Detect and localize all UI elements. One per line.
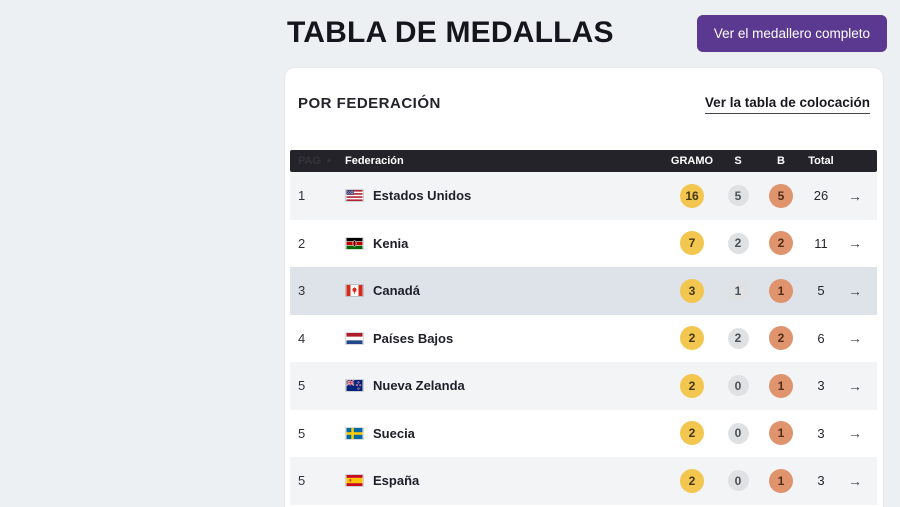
federation-cell: Nueva Zelanda xyxy=(342,378,669,393)
silver-count-badge: 2 xyxy=(727,327,749,349)
placement-table-link[interactable]: Ver la tabla de colocación xyxy=(704,95,870,114)
total-count: 3 xyxy=(817,473,825,489)
federation-medal-card: POR FEDERACIÓN Ver la tabla de colocació… xyxy=(285,68,883,507)
medal-table: PAG ▴ Federación GRAMO S B Total 1 Estad… xyxy=(290,150,877,505)
silver-column-header: S xyxy=(734,155,742,167)
total-count: 3 xyxy=(817,425,825,441)
bronze-count-badge: 1 xyxy=(769,373,793,398)
gold-count-badge: 3 xyxy=(680,278,704,303)
silver-count-badge: 0 xyxy=(727,470,749,492)
country-name: Canadá xyxy=(373,283,420,299)
bronze-count-badge: 2 xyxy=(769,231,793,256)
total-count: 3 xyxy=(817,378,825,394)
row-arrow-icon[interactable]: → xyxy=(848,282,862,299)
table-row[interactable]: 2 Kenia 7 2 2 11 → xyxy=(290,220,877,268)
bronze-count-badge: 1 xyxy=(769,421,793,446)
total-count: 11 xyxy=(814,235,828,251)
federation-cell: Países Bajos xyxy=(342,331,669,346)
country-name: Nueva Zelanda xyxy=(373,378,465,394)
table-row[interactable]: 5 Nueva Zelanda 2 0 1 3 → xyxy=(290,362,877,410)
row-arrow-icon[interactable]: → xyxy=(848,377,862,394)
country-name: España xyxy=(373,473,420,489)
flag-suecia-icon xyxy=(345,426,364,440)
total-count: 5 xyxy=(817,283,825,299)
view-full-medal-table-button[interactable]: Ver el medallero completo xyxy=(696,14,887,52)
silver-count-badge: 0 xyxy=(727,422,749,444)
row-arrow-icon[interactable]: → xyxy=(848,425,862,442)
rank-cell: 3 xyxy=(298,283,306,299)
federation-cell: Suecia xyxy=(342,426,669,441)
flag-nueva-zelanda-icon xyxy=(345,379,364,393)
table-row[interactable]: 1 Estados Unidos 16 5 5 26 → xyxy=(290,172,877,220)
silver-count-badge: 5 xyxy=(727,185,749,207)
bronze-count-badge: 1 xyxy=(769,468,793,493)
flag-kenia-icon xyxy=(345,236,364,250)
total-column-header: Total xyxy=(808,155,834,167)
flag-paises-bajos-icon xyxy=(345,331,364,345)
rank-header-label: PAG xyxy=(298,155,322,167)
row-arrow-icon[interactable]: → xyxy=(848,330,862,347)
rank-cell: 4 xyxy=(298,330,306,346)
federation-cell: Canadá xyxy=(342,283,669,298)
row-arrow-icon[interactable]: → xyxy=(848,187,862,204)
country-name: Suecia xyxy=(373,425,415,441)
bronze-count-badge: 2 xyxy=(769,326,793,351)
gold-count-badge: 7 xyxy=(680,231,704,256)
federation-cell: Estados Unidos xyxy=(342,188,669,203)
rank-cell: 5 xyxy=(298,473,306,489)
country-name: Países Bajos xyxy=(373,330,454,346)
total-count: 26 xyxy=(813,188,829,204)
rank-cell: 1 xyxy=(298,188,306,204)
flag-estados-unidos-icon xyxy=(345,189,364,203)
flag-canada-icon xyxy=(345,284,364,298)
gold-count-badge: 2 xyxy=(680,373,704,398)
country-name: Kenia xyxy=(373,235,409,251)
silver-count-badge: 0 xyxy=(727,375,749,397)
table-row[interactable]: 5 España 2 0 1 3 → xyxy=(290,457,877,505)
row-arrow-icon[interactable]: → xyxy=(848,235,862,252)
bronze-count-badge: 5 xyxy=(769,183,793,208)
rank-cell: 5 xyxy=(298,378,306,394)
total-count: 6 xyxy=(817,330,825,346)
silver-count-badge: 2 xyxy=(727,232,749,254)
federation-column-header: Federación xyxy=(345,155,404,167)
table-row[interactable]: 3 Canadá 3 1 1 5 → xyxy=(290,267,877,315)
table-row[interactable]: 4 Países Bajos 2 2 2 6 → xyxy=(290,315,877,363)
silver-count-badge: 1 xyxy=(727,280,749,302)
federation-cell: Kenia xyxy=(342,236,669,251)
row-arrow-icon[interactable]: → xyxy=(848,472,862,489)
rank-cell: 5 xyxy=(298,425,306,441)
bronze-count-badge: 1 xyxy=(769,278,793,303)
rank-column-header[interactable]: PAG ▴ xyxy=(290,155,342,167)
gold-count-badge: 16 xyxy=(680,183,704,208)
country-name: Estados Unidos xyxy=(373,188,472,204)
table-body: 1 Estados Unidos 16 5 5 26 → 2 Kenia 7 2… xyxy=(290,172,877,505)
sort-asc-icon: ▴ xyxy=(327,155,332,164)
federation-cell: España xyxy=(342,473,669,488)
gold-count-badge: 2 xyxy=(680,326,704,351)
gold-count-badge: 2 xyxy=(680,421,704,446)
page-header: TABLA DE MEDALLAS Ver el medallero compl… xyxy=(287,14,887,52)
table-row[interactable]: 5 Suecia 2 0 1 3 → xyxy=(290,410,877,458)
gold-column-header: GRAMO xyxy=(670,155,714,167)
gold-count-badge: 2 xyxy=(680,468,704,493)
section-title: POR FEDERACIÓN xyxy=(298,95,441,112)
table-header-row: PAG ▴ Federación GRAMO S B Total xyxy=(290,150,877,172)
page-title: TABLA DE MEDALLAS xyxy=(287,16,614,49)
bronze-column-header: B xyxy=(777,155,785,167)
card-header: POR FEDERACIÓN Ver la tabla de colocació… xyxy=(285,68,883,114)
rank-cell: 2 xyxy=(298,235,306,251)
flag-espana-icon xyxy=(345,474,364,488)
